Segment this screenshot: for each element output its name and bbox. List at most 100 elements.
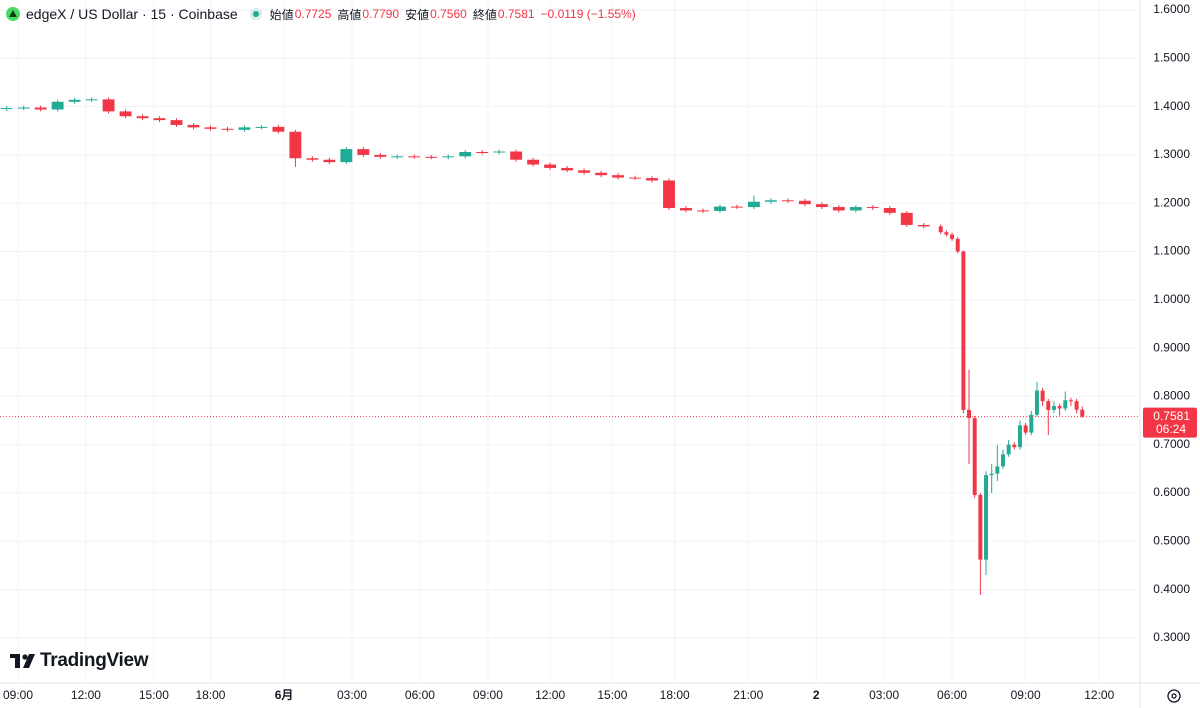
- candle-body: [561, 167, 574, 171]
- candle: [1012, 442, 1017, 450]
- ohlc-label: 安値: [405, 7, 430, 22]
- candle-body: [612, 175, 625, 178]
- candle-body: [646, 178, 658, 181]
- candle: [938, 224, 943, 235]
- candle: [1034, 381, 1039, 417]
- candle-body: [68, 99, 81, 102]
- candle: [629, 175, 641, 181]
- y-tick-label: 0.6000: [1153, 485, 1190, 499]
- candle-body: [747, 201, 760, 208]
- candle-body: [221, 128, 234, 130]
- candle: [1006, 439, 1011, 457]
- candle: [34, 105, 47, 112]
- candle: [561, 166, 574, 173]
- candle-body: [323, 159, 336, 163]
- candle: [1068, 397, 1073, 407]
- candle: [238, 125, 251, 132]
- candle-body: [663, 180, 675, 209]
- candle: [595, 170, 608, 178]
- y-tick-label: 0.9000: [1153, 340, 1190, 354]
- candle: [0, 106, 13, 111]
- candle: [391, 154, 404, 159]
- candle: [17, 105, 30, 110]
- y-tick-label: 0.7000: [1153, 437, 1190, 451]
- x-tick-label: 03:00: [337, 688, 367, 702]
- candle: [995, 444, 1000, 481]
- candle: [289, 129, 302, 167]
- candle-body: [730, 206, 743, 208]
- change: −0.0119 (−1.55%): [540, 7, 636, 21]
- candle-body: [798, 200, 811, 205]
- candle: [255, 124, 268, 130]
- candle: [612, 173, 625, 180]
- x-tick-label: 12:00: [1084, 688, 1114, 702]
- candle: [697, 208, 709, 213]
- x-tick-label: 6月: [275, 688, 294, 702]
- candle-body: [1018, 425, 1022, 448]
- x-tick-label: 2: [813, 688, 820, 702]
- candle: [764, 198, 777, 204]
- candle: [984, 471, 989, 576]
- candle: [187, 123, 200, 130]
- candle-body: [476, 151, 489, 153]
- candle-body: [17, 107, 30, 109]
- candle-body: [1051, 406, 1056, 410]
- candle-body: [1001, 454, 1005, 467]
- candle-body: [204, 127, 217, 129]
- candle: [961, 250, 966, 414]
- candle: [527, 157, 540, 167]
- candle-body: [34, 107, 47, 110]
- candle-body: [697, 210, 709, 212]
- candle-body: [1068, 400, 1073, 402]
- last-price-label: 0.7581: [1153, 409, 1190, 423]
- candle-body: [955, 238, 960, 252]
- candle: [714, 204, 726, 213]
- candle-body: [883, 208, 896, 213]
- candle: [680, 206, 692, 213]
- candle-body: [978, 494, 983, 560]
- logo: TradingView: [10, 650, 149, 672]
- settings-icon[interactable]: [1167, 689, 1181, 703]
- x-tick-label: 18:00: [660, 688, 690, 702]
- x-tick-label: 15:00: [139, 688, 169, 702]
- x-tick-label: 12:00: [535, 688, 565, 702]
- candle-body: [629, 177, 641, 179]
- candle-body: [289, 131, 302, 159]
- candle: [272, 124, 285, 134]
- candle-body: [967, 409, 972, 419]
- market-status: [249, 8, 262, 20]
- candle-body: [544, 164, 557, 168]
- candle-body: [170, 120, 183, 125]
- candle: [442, 154, 455, 160]
- candle: [950, 232, 955, 241]
- ohlc-label: 終値: [472, 7, 497, 22]
- candle-body: [1040, 390, 1045, 402]
- candle-body: [578, 170, 591, 173]
- candle: [1080, 406, 1085, 418]
- y-tick-label: 0.3000: [1153, 630, 1190, 644]
- y-tick-label: 0.5000: [1153, 533, 1190, 547]
- candle-body: [272, 126, 285, 132]
- candle: [663, 178, 675, 210]
- chart-header: edgeX / US Dollar · 15 · Coinbase 始値 0.77…: [6, 4, 642, 24]
- candle-body: [374, 154, 387, 157]
- candle-body: [938, 226, 943, 233]
- candle-body: [1023, 425, 1028, 433]
- candle: [578, 168, 591, 175]
- candle-body: [1012, 444, 1017, 448]
- ohlc-value: 0.7790: [362, 7, 400, 21]
- ohlc-label: 高値: [337, 7, 362, 22]
- ohlc-value: 0.7560: [430, 7, 467, 21]
- candle-body: [187, 124, 200, 128]
- candle: [747, 195, 760, 209]
- candle-body: [136, 116, 149, 119]
- x-tick-label: 09:00: [3, 688, 33, 702]
- candle: [900, 210, 913, 227]
- candle: [978, 492, 983, 595]
- y-tick-label: 1.0000: [1153, 292, 1190, 306]
- logo-text: TradingView: [40, 650, 149, 671]
- candle: [1063, 391, 1068, 411]
- candle: [1029, 410, 1034, 436]
- candle: [1001, 449, 1005, 469]
